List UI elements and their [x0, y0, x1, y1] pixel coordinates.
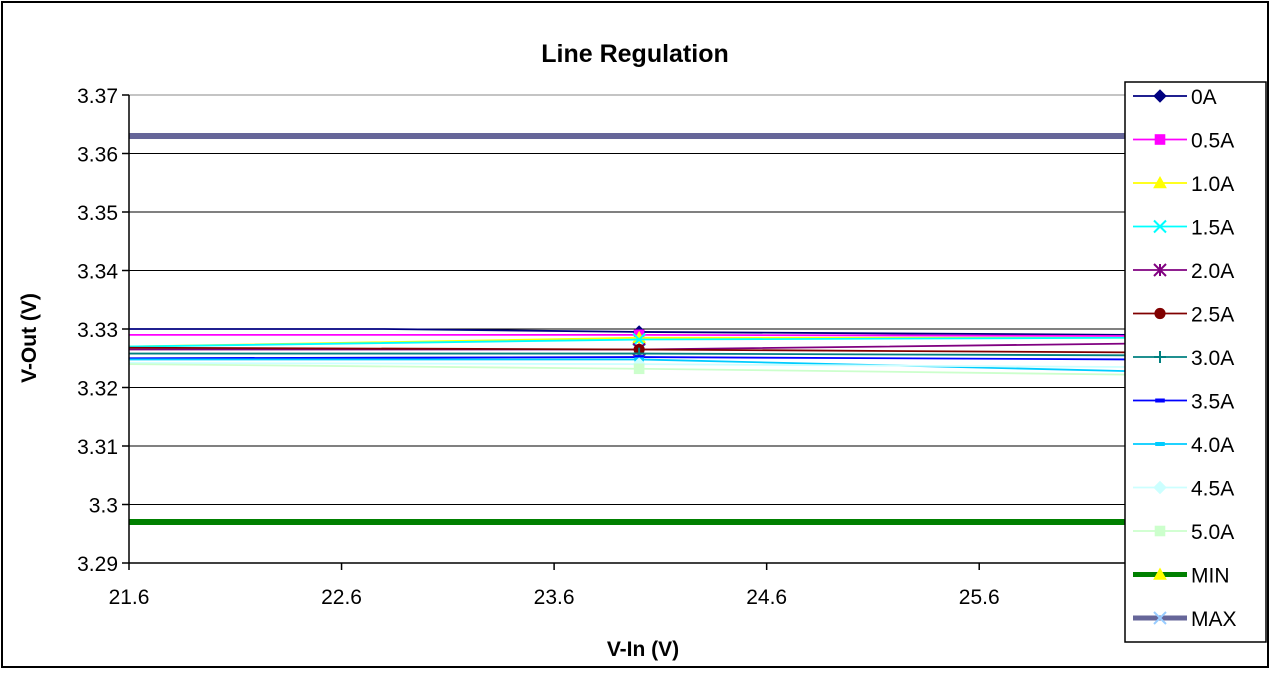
legend-marker [1155, 442, 1165, 446]
legend-label: 2.0A [1191, 260, 1234, 283]
x-tick-label: 21.6 [109, 586, 150, 609]
legend-label: 3.5A [1191, 391, 1234, 414]
legend-marker [1153, 263, 1167, 277]
x-axis-ticks: 21.6 22.6 23.6 24.6 25.6 [109, 563, 1000, 609]
y-axis-label: V-Out (V) [18, 293, 41, 383]
x-tick-label: 24.6 [746, 586, 787, 609]
y-tick-label: 3.33 [77, 319, 118, 342]
legend-label: 1.5A [1191, 217, 1234, 240]
legend-label: 4.5A [1191, 478, 1234, 501]
legend-label: 0A [1191, 86, 1217, 109]
legend-label: MIN [1191, 565, 1230, 588]
legend-marker [1153, 567, 1167, 580]
legend-marker [1154, 307, 1166, 320]
data-point-5.0A [633, 363, 645, 375]
data-point-3.5A [634, 355, 644, 360]
y-tick-label: 3.29 [77, 553, 118, 576]
legend-marker [1153, 89, 1167, 103]
y-tick-label: 3.31 [77, 436, 118, 459]
legend-marker [1154, 134, 1166, 145]
series-layer [128, 132, 1129, 526]
legend-label: 3.0A [1191, 347, 1234, 370]
x-tick-label: 23.6 [534, 586, 575, 609]
chart-title: Line Regulation [541, 40, 729, 68]
grid-layer [129, 94, 1128, 505]
x-tick-label: 25.6 [959, 586, 1000, 609]
data-point-1.5A [632, 332, 646, 347]
legend-label: MAX [1191, 608, 1237, 631]
y-tick-label: 3.36 [77, 144, 118, 167]
legend-label: 0.5A [1191, 130, 1234, 153]
x-tick-label: 22.6 [321, 586, 362, 609]
legend-marker [1154, 525, 1166, 537]
x-axis-label: V-In (V) [607, 638, 679, 661]
legend-marker [1153, 480, 1167, 495]
y-tick-label: 3.32 [77, 378, 118, 401]
series-line-0A [129, 328, 1129, 336]
y-axis-ticks: 3.29 3.3 3.31 3.32 3.33 3.34 3.35 3.36 3.37 [77, 85, 129, 576]
legend-label: 2.5A [1191, 304, 1234, 327]
legend-label: 5.0A [1191, 521, 1234, 544]
legend-marker [1153, 611, 1167, 625]
legend-box [1124, 81, 1267, 643]
y-tick-label: 3.3 [89, 495, 118, 518]
legend: 0A 0.5A 1.0A 1.5A 2.0A 2.5A 3.0A 3.5A 4.0A 4.5A 5.… [1124, 81, 1267, 643]
legend-label: 4.0A [1191, 434, 1234, 457]
legend-marker [1153, 219, 1167, 234]
legend-label: 1.0A [1191, 173, 1234, 196]
y-tick-label: 3.34 [77, 261, 118, 284]
legend-marker [1154, 351, 1166, 363]
y-tick-label: 3.37 [77, 85, 118, 108]
legend-marker [1155, 398, 1165, 403]
y-tick-label: 3.35 [77, 202, 118, 225]
legend-marker [1153, 175, 1167, 189]
